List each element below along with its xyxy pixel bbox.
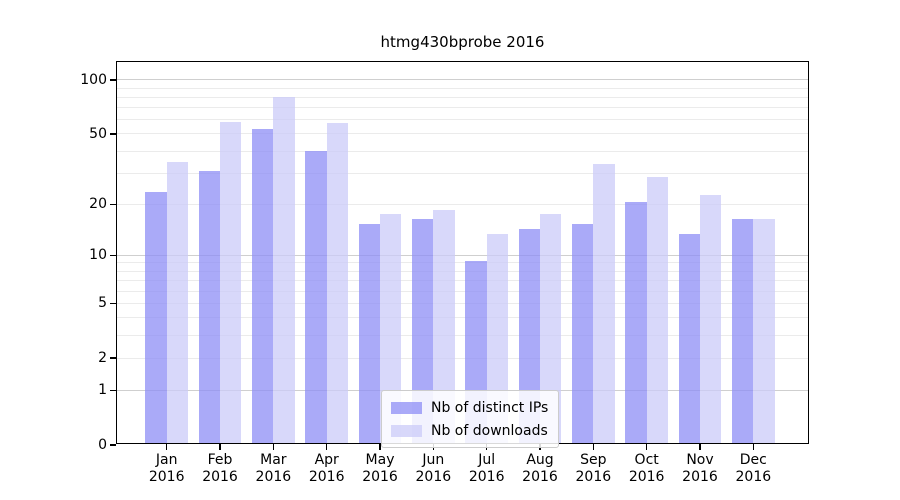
bar-distinct-ips-dec: [731, 218, 754, 443]
x-tick-label-aug: Aug 2016: [522, 452, 558, 485]
x-tick-label-jul: Jul 2016: [468, 452, 505, 485]
y-tick-label-2: 2: [98, 350, 107, 367]
x-tick-mark-feb: [219, 444, 221, 450]
minor-gridline-8: [117, 270, 808, 272]
bar-downloads-sep: [593, 164, 615, 443]
x-tick-label-mar: Mar 2016: [255, 452, 292, 485]
y-tick-label-1: 1: [98, 382, 107, 399]
legend-swatch-downloads: [391, 424, 422, 437]
y-tick-mark-20: [110, 203, 116, 205]
y-tick-mark-5: [110, 302, 116, 304]
bar-distinct-ips-aug: [518, 228, 540, 443]
x-tick-label-apr: Apr 2016: [308, 452, 345, 485]
bar-downloads-mar: [273, 97, 295, 443]
bars-layer: [117, 62, 808, 443]
minor-gridline-5: [117, 302, 808, 304]
bar-downloads-may: [380, 214, 402, 443]
y-tick-mark-10: [110, 254, 116, 256]
gridlines-layer: [117, 62, 808, 443]
x-tick-mark-oct: [646, 444, 648, 450]
minor-gridline-90: [117, 87, 808, 89]
x-tick-mark-jan: [166, 444, 168, 450]
minor-gridline-2: [117, 357, 808, 359]
y-tick-mark-1: [110, 389, 116, 391]
legend-swatch-distinct-ips: [391, 401, 422, 414]
x-tick-label-jun: Jun 2016: [415, 452, 452, 485]
minor-gridline-6: [117, 290, 808, 292]
bar-distinct-ips-jan: [145, 191, 167, 443]
x-tick-label-feb: Feb 2016: [202, 452, 238, 485]
bar-downloads-feb: [220, 121, 242, 443]
minor-gridline-7: [117, 280, 808, 282]
minor-gridline-9: [117, 262, 808, 264]
minor-gridline-40: [117, 150, 808, 152]
bar-distinct-ips-sep: [571, 223, 594, 443]
minor-gridline-70: [117, 107, 808, 109]
y-tick-label-50: 50: [89, 125, 107, 142]
bar-distinct-ips-jun: [411, 218, 434, 443]
bar-distinct-ips-may: [358, 223, 380, 443]
legend-row-downloads: Nb of downloads: [391, 421, 548, 440]
x-tick-mark-nov: [699, 444, 701, 450]
x-tick-mark-dec: [752, 444, 754, 450]
major-gridline-10: [117, 254, 808, 256]
bar-distinct-ips-oct: [625, 202, 647, 443]
bar-distinct-ips-mar: [251, 128, 274, 443]
minor-gridline-60: [117, 119, 808, 121]
x-tick-label-jan: Jan 2016: [148, 452, 185, 485]
x-tick-label-sep: Sep 2016: [575, 452, 612, 485]
legend: Nb of distinct IPs Nb of downloads: [381, 390, 560, 448]
y-tick-label-5: 5: [98, 295, 107, 312]
legend-row-distinct-ips: Nb of distinct IPs: [391, 398, 548, 417]
minor-gridline-3: [117, 334, 808, 336]
y-tick-mark-50: [110, 133, 116, 135]
y-tick-label-20: 20: [89, 196, 107, 213]
minor-gridline-50: [117, 133, 808, 135]
bar-downloads-oct: [646, 176, 669, 443]
x-tick-mark-apr: [326, 444, 328, 450]
bar-downloads-nov: [700, 194, 722, 443]
bar-distinct-ips-apr: [305, 151, 327, 443]
bar-distinct-ips-nov: [678, 234, 700, 443]
minor-gridline-30: [117, 172, 808, 174]
x-tick-mark-sep: [592, 444, 594, 450]
bar-downloads-aug: [540, 214, 562, 443]
x-tick-label-nov: Nov 2016: [682, 452, 718, 485]
legend-label-distinct-ips: Nb of distinct IPs: [431, 399, 549, 416]
bar-downloads-jan: [166, 161, 189, 443]
y-tick-label-10: 10: [89, 247, 107, 264]
plot-area: 0 1 2 5 10 20 50 100 Jan 2016 Feb 2016 Mar 2016 Apr…: [80, 61, 809, 485]
major-gridline-100: [117, 79, 808, 81]
y-tick-label-0: 0: [98, 437, 107, 453]
y-tick-mark-100: [110, 79, 116, 81]
minor-gridline-4: [117, 317, 808, 319]
x-tick-mark-mar: [272, 444, 274, 450]
x-tick-mark-may: [379, 444, 381, 450]
legend-label-downloads: Nb of downloads: [431, 422, 548, 439]
axis-ticks-layer: 0 1 2 5 10 20 50 100 Jan 2016 Feb 2016 Mar 2016 Apr…: [80, 62, 808, 485]
minor-gridline-80: [117, 96, 808, 98]
minor-gridline-20: [117, 203, 808, 205]
bar-downloads-apr: [326, 123, 349, 443]
x-tick-label-dec: Dec 2016: [735, 452, 772, 485]
bar-downloads-jun: [433, 210, 455, 443]
y-tick-label-100: 100: [80, 71, 107, 88]
bar-distinct-ips-feb: [198, 171, 221, 443]
y-tick-mark-0: [110, 444, 116, 446]
x-tick-label-may: May 2016: [362, 452, 398, 485]
x-tick-label-oct: Oct 2016: [628, 452, 665, 485]
bar-downloads-dec: [753, 218, 775, 443]
y-tick-mark-2: [110, 357, 116, 359]
chart-title: htmg430bprobe 2016: [380, 33, 545, 51]
